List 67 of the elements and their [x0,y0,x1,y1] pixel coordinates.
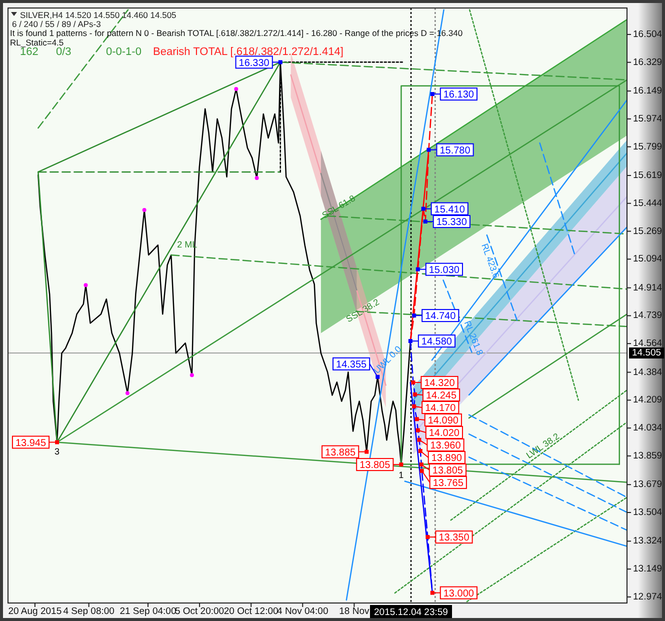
annotation: RL 261.8 [462,319,486,357]
x-tick-label: 20 Aug 2015 [8,606,62,617]
data-label: 13.805 [432,466,464,477]
data-label: 14.580 [421,336,452,348]
y-tick-label: 15.269 [633,226,662,237]
text: 6 / 240 / 55 / 89 / APs-3 [12,19,102,29]
data-label: 15.780 [440,145,471,156]
data-label: 15.410 [434,204,466,216]
x-tick-label: 20 Oct 12:00 [224,606,278,617]
y-tick-label: 14.914 [633,282,662,294]
data-label: 14.090 [428,416,459,427]
y-tick-label: 15.974 [633,113,662,124]
y-tick-label: 15.094 [633,254,662,265]
data-label: 13.945 [15,438,46,449]
y-tick-label: 16.149 [633,86,662,97]
data-label: 16.130 [443,90,474,101]
y-tick-label: 13.504 [633,507,662,518]
data-label: 14.020 [428,428,460,440]
x-tick-label: 21 Sep 04:00 [120,606,176,617]
annotation: 0-0-1-0 [106,46,142,58]
data-label: 14.740 [425,311,456,322]
annotation: SSL 61.8 [320,193,357,220]
data-label: 13.960 [430,440,462,452]
y-tick-label: 13.679 [633,479,662,490]
y-tick-label: 14.384 [633,366,662,378]
data-label: 13.350 [438,532,470,544]
data-label: 16.330 [238,58,270,69]
annotation: 0/3 [56,46,72,58]
data-label: 13.890 [431,453,462,464]
annotation: RL_Static=4.5 [10,38,64,48]
y-tick-label: 15.799 [633,141,662,152]
annotation: LWL 38.2 [524,431,562,460]
y-tick-label: 15.619 [633,170,662,181]
chart-title: SILVER,H4 14.520 14.550 14.460 14.505 [20,10,177,20]
data-label: 13.000 [443,588,474,600]
y-tick-label: 13.149 [633,564,662,575]
y-tick-label: 14.564 [633,338,662,350]
y-tick-label: 13.324 [633,536,662,547]
data-label: 14.245 [426,390,457,402]
data-label: 15.330 [436,217,468,228]
y-tick-label: 14.034 [633,422,662,434]
data-label: 14.355 [336,359,368,370]
y-tick-label: 16.504 [633,28,662,40]
data-label: 13.805 [360,460,391,472]
data-label: 13.885 [325,447,356,458]
data-label: 15.030 [428,264,460,276]
x-tick-label: 4 Sep 08:00 [63,606,114,617]
x-tick-label: 5 Oct 20:00 [174,606,224,617]
annotation: SSL 38.2 [344,296,381,324]
y-tick-label: 14.739 [633,310,662,322]
ref-line-label: 2015.12.04 23:59 [374,607,448,618]
data-label: 14.170 [425,403,456,414]
x-tick-label: 4 Nov 04:00 [277,606,328,617]
annotation: 162 [20,46,38,58]
y-tick-label: 13.859 [633,450,662,462]
annotation: 1 [398,470,404,480]
y-tick-label: 14.209 [633,394,662,406]
data-label: 14.320 [424,378,456,390]
y-tick-label: 16.329 [633,56,662,68]
y-tick-label: 12.974 [633,591,662,602]
annotation: Bearish TOTAL [.618/.382/1.272/1.414] [153,46,344,58]
y-tick-label: 15.444 [633,198,662,209]
annotation: 3 [54,446,60,457]
ref-line-label: 14.505 [632,348,662,358]
x-tick-label: 18 Nov [339,606,370,617]
annotation: RL 423.6 [480,242,502,280]
data-label: 13.765 [432,478,464,490]
